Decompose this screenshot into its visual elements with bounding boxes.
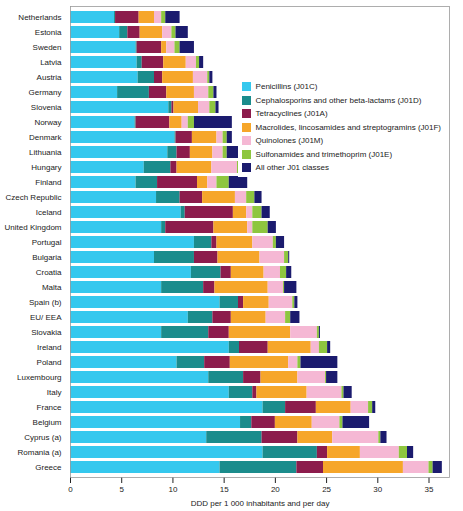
svg-text:Czech Republic: Czech Republic xyxy=(5,193,61,202)
svg-text:5: 5 xyxy=(119,485,124,494)
html-text:Sulfonamides and trimethoprim: Sulfonamides and trimethoprim (J01E) xyxy=(255,149,393,159)
svg-text:Italy: Italy xyxy=(47,388,62,397)
svg-text:France: France xyxy=(37,403,62,412)
svg-text:Estonia: Estonia xyxy=(35,28,62,37)
svg-text:15: 15 xyxy=(220,485,229,494)
html-text:Tetracyclines (J01A): Tetracyclines (J01A) xyxy=(255,109,328,118)
svg-text:Netherlands: Netherlands xyxy=(18,13,61,22)
svg-text:Slovenia: Slovenia xyxy=(31,103,62,112)
svg-text:35: 35 xyxy=(425,485,434,494)
svg-text:Croatia: Croatia xyxy=(36,268,62,277)
svg-text:Norway: Norway xyxy=(34,118,61,127)
svg-text:Denmark: Denmark xyxy=(29,133,62,142)
html-text:Quinolones (J01M): Quinolones (J01M) xyxy=(255,136,324,145)
svg-text:0: 0 xyxy=(68,485,73,494)
html-text:All other J01 classes: All other J01 classes xyxy=(255,163,329,172)
svg-text:EU/ EEA: EU/ EEA xyxy=(30,313,62,322)
svg-text:Romania (a): Romania (a) xyxy=(17,448,61,457)
svg-text:Poland: Poland xyxy=(37,358,62,367)
svg-text:25: 25 xyxy=(322,485,331,494)
html-text:Cephalosporins and other beta-: Cephalosporins and other beta-lactams (J… xyxy=(255,95,422,105)
html-text:Penicillins (J01C): Penicillins (J01C) xyxy=(255,82,318,91)
svg-text:Austria: Austria xyxy=(37,73,62,82)
svg-text:Hungary: Hungary xyxy=(31,163,61,172)
svg-text:10: 10 xyxy=(168,485,177,494)
svg-text:United Kingdom: United Kingdom xyxy=(5,223,62,232)
svg-text:Belgium: Belgium xyxy=(33,418,62,427)
svg-text:Spain (b): Spain (b) xyxy=(29,298,62,307)
svg-text:Portugal: Portugal xyxy=(32,238,62,247)
svg-text:Sweden: Sweden xyxy=(33,43,62,52)
svg-text:Bulgaria: Bulgaria xyxy=(32,253,62,262)
svg-text:Latvia: Latvia xyxy=(40,58,62,67)
svg-text:DDD per 1 000 inhabitants and: DDD per 1 000 inhabitants and per day xyxy=(191,499,330,508)
svg-text:Ireland: Ireland xyxy=(37,343,61,352)
html-text:Macrolides, lincosamides and s: Macrolides, lincosamides and streptogram… xyxy=(255,122,441,132)
svg-text:Malta: Malta xyxy=(42,283,62,292)
svg-text:Slovakia: Slovakia xyxy=(31,328,62,337)
svg-text:30: 30 xyxy=(373,485,382,494)
svg-text:20: 20 xyxy=(271,485,280,494)
svg-text:Iceland: Iceland xyxy=(36,208,62,217)
svg-text:Greece: Greece xyxy=(35,463,62,472)
svg-text:Finland: Finland xyxy=(35,178,61,187)
svg-text:Lithuania: Lithuania xyxy=(29,148,62,157)
svg-text:Luxembourg: Luxembourg xyxy=(17,373,61,382)
svg-text:Cyprus (a): Cyprus (a) xyxy=(24,433,62,442)
svg-text:Germany: Germany xyxy=(29,88,62,97)
